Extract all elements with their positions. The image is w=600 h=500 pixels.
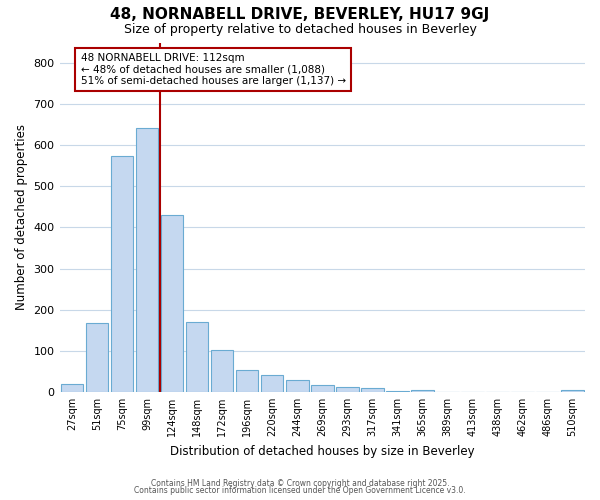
Bar: [161, 215, 184, 392]
Bar: [236, 370, 259, 392]
Bar: [211, 350, 233, 392]
Bar: [286, 380, 308, 392]
Bar: [136, 128, 158, 392]
Bar: [336, 386, 359, 392]
Text: Contains public sector information licensed under the Open Government Licence v3: Contains public sector information licen…: [134, 486, 466, 495]
Bar: [386, 390, 409, 392]
Text: 48 NORNABELL DRIVE: 112sqm
← 48% of detached houses are smaller (1,088)
51% of s: 48 NORNABELL DRIVE: 112sqm ← 48% of deta…: [80, 53, 346, 86]
Y-axis label: Number of detached properties: Number of detached properties: [15, 124, 28, 310]
Text: 48, NORNABELL DRIVE, BEVERLEY, HU17 9GJ: 48, NORNABELL DRIVE, BEVERLEY, HU17 9GJ: [110, 8, 490, 22]
Bar: [261, 376, 283, 392]
Bar: [186, 322, 208, 392]
Bar: [61, 384, 83, 392]
Text: Size of property relative to detached houses in Beverley: Size of property relative to detached ho…: [124, 22, 476, 36]
Bar: [561, 390, 584, 392]
Bar: [111, 156, 133, 392]
Bar: [311, 386, 334, 392]
Bar: [411, 390, 434, 392]
Bar: [86, 324, 109, 392]
Text: Contains HM Land Registry data © Crown copyright and database right 2025.: Contains HM Land Registry data © Crown c…: [151, 478, 449, 488]
Bar: [361, 388, 383, 392]
X-axis label: Distribution of detached houses by size in Beverley: Distribution of detached houses by size …: [170, 444, 475, 458]
